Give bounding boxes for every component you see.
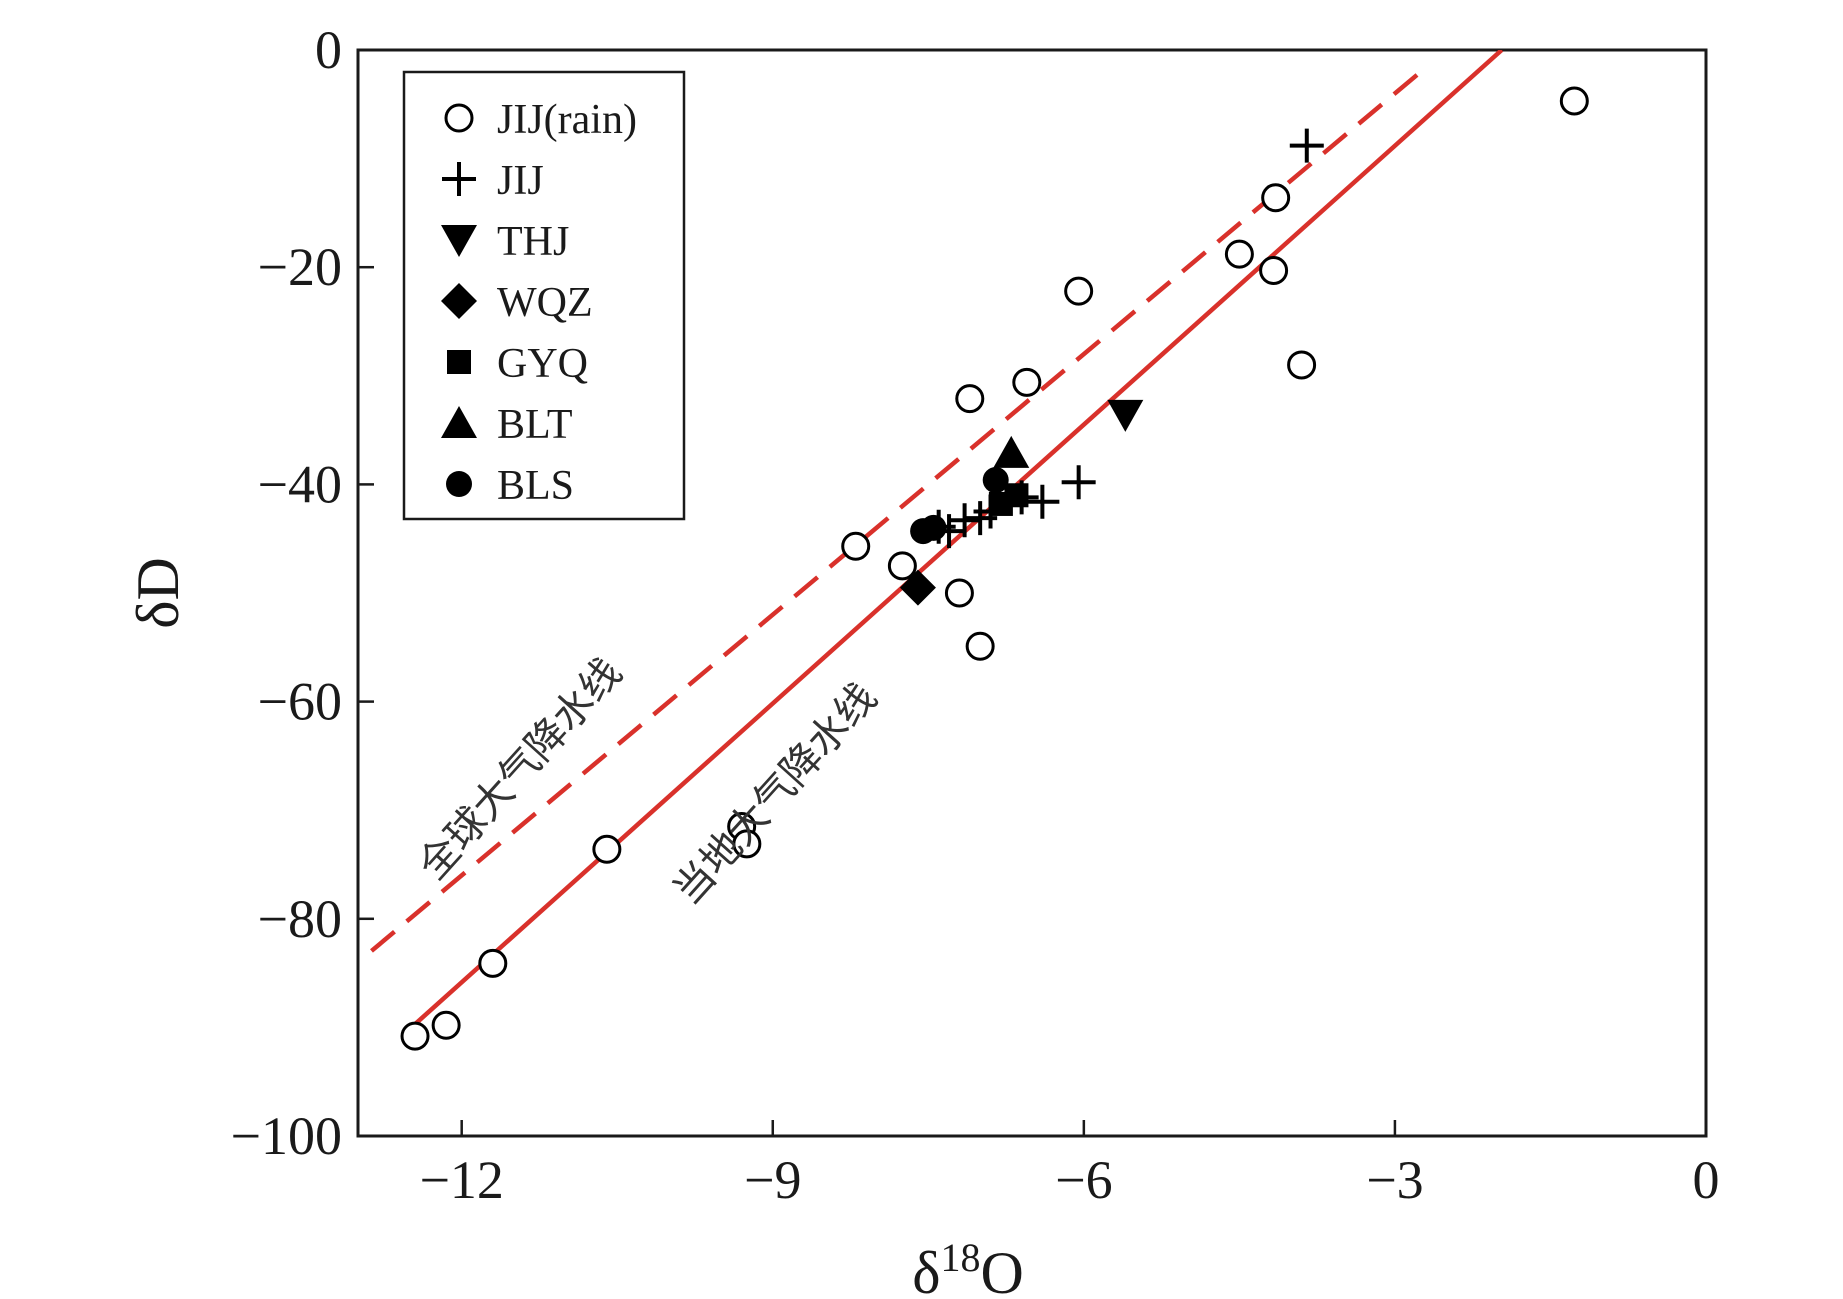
legend-marker-jij-rain: [444, 103, 474, 133]
local-meteoric-water-line-label: 当地大气降水线: [665, 675, 887, 914]
point-blt: [993, 435, 1030, 468]
x-tick-label: −6: [1055, 1150, 1112, 1210]
y-tick-label: −60: [258, 672, 342, 732]
point-jij-rain: [1559, 86, 1589, 116]
legend-label-blt: BLT: [497, 402, 572, 448]
point-jij: [963, 501, 998, 536]
legend-marker-jij: [442, 162, 476, 196]
plot-frame: [356, 48, 1708, 1138]
y-tick-label: −80: [258, 889, 342, 949]
point-jij-rain: [887, 551, 917, 581]
point-jij-rain: [1064, 276, 1094, 306]
point-jij-rain: [944, 578, 974, 608]
legend-marker-gyq: [447, 350, 471, 374]
point-jij-rain: [400, 1021, 430, 1051]
legend-marker-wqz: [441, 283, 477, 319]
point-thj: [1107, 399, 1144, 432]
y-tick-label: −40: [258, 454, 342, 514]
y-tick-label: −20: [258, 237, 342, 297]
reference-lines: [370, 50, 1504, 1026]
point-gyq: [1004, 483, 1029, 508]
point-jij-rain: [478, 948, 508, 978]
y-tick-label: 0: [315, 20, 342, 80]
point-jij-rain: [592, 834, 622, 864]
legend: JIJ(rain) JIJ THJ WQZ GYQ BLT BLS: [402, 70, 686, 521]
legend-label-gyq: GYQ: [497, 341, 588, 387]
local-meteoric-water-line: [413, 50, 1504, 1026]
legend-marker-thj: [441, 225, 477, 257]
point-jij-rain: [965, 631, 995, 661]
x-tick-label: −3: [1366, 1150, 1423, 1210]
point-bls: [982, 467, 1009, 494]
legend-marker-blt: [441, 406, 477, 438]
point-jij-rain: [1259, 255, 1289, 285]
point-jij: [1025, 484, 1060, 519]
y-axis-label: δD: [125, 557, 191, 629]
legend-label-thj: THJ: [497, 219, 569, 265]
legend-label-jij-rain: JIJ(rain): [497, 97, 637, 143]
legend-label-wqz: WQZ: [497, 280, 593, 326]
point-jij-rain: [955, 384, 985, 414]
legend-label-jij: JIJ: [497, 158, 544, 204]
point-bls: [920, 514, 947, 541]
point-jij-rain: [732, 829, 762, 859]
x-tick-label: −12: [419, 1150, 503, 1210]
y-tick-label: −100: [231, 1106, 342, 1166]
point-jij-rain: [1287, 350, 1317, 380]
data-points: [400, 86, 1589, 1051]
x-tick-label: 0: [1693, 1150, 1720, 1210]
x-axis-label: δ18O: [912, 1235, 1024, 1299]
x-tick-label: −9: [744, 1150, 801, 1210]
point-jij: [1061, 465, 1096, 500]
legend-marker-bls: [446, 471, 472, 497]
point-jij-rain: [1261, 183, 1291, 213]
point-jij-rain: [1224, 239, 1254, 269]
point-jij-rain: [841, 531, 871, 561]
point-jij-rain: [431, 1010, 461, 1040]
axis-ticks: −12 −9 −6 −3 0 0 −20 −40 −60 −80 −100: [231, 20, 1720, 1210]
legend-label-bls: BLS: [497, 463, 574, 509]
point-jij-rain: [1012, 367, 1042, 397]
point-wqz: [899, 569, 936, 606]
point-jij: [1289, 128, 1324, 163]
